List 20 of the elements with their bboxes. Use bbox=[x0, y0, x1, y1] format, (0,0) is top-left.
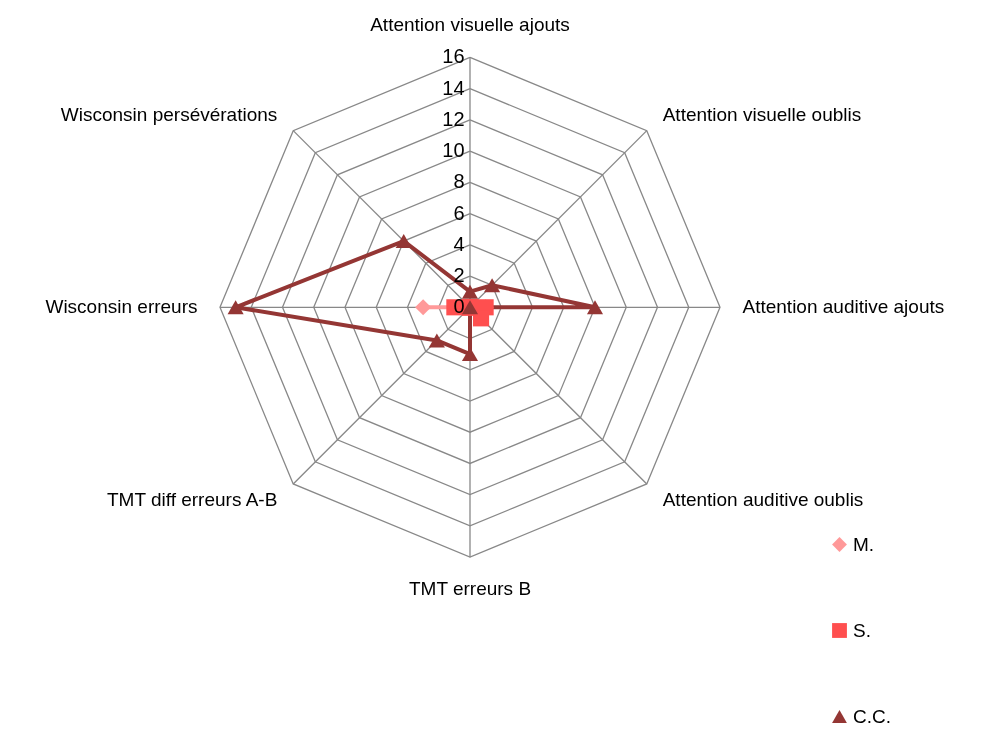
y-tick-label: 4 bbox=[453, 232, 465, 255]
spoke-label: Attention auditive ajouts bbox=[742, 296, 945, 318]
legend-label: S. bbox=[853, 619, 871, 641]
spoke-label: Attention auditive oublis bbox=[662, 488, 864, 510]
y-tick-label: 8 bbox=[453, 170, 465, 193]
spoke-label: Wisconsin erreurs bbox=[45, 296, 198, 318]
y-tick-label: 16 bbox=[442, 45, 465, 68]
legend-label: C.C. bbox=[853, 705, 891, 727]
y-tick-label: 10 bbox=[442, 139, 465, 162]
spoke-label: Attention visuelle oublis bbox=[662, 103, 862, 125]
spoke-label: TMT diff erreurs A-B bbox=[106, 488, 278, 510]
spoke-label: Wisconsin persévérations bbox=[60, 103, 278, 125]
spoke-label: TMT erreurs B bbox=[408, 577, 532, 599]
y-tick-label: 6 bbox=[453, 201, 465, 224]
y-tick-label: 14 bbox=[442, 76, 465, 99]
spoke-label: Attention visuelle ajouts bbox=[370, 13, 570, 35]
y-tick-label: 2 bbox=[453, 264, 465, 287]
y-tick-label: 0 bbox=[453, 295, 465, 318]
legend-label: M. bbox=[853, 533, 875, 555]
y-tick-label: 12 bbox=[442, 107, 465, 130]
